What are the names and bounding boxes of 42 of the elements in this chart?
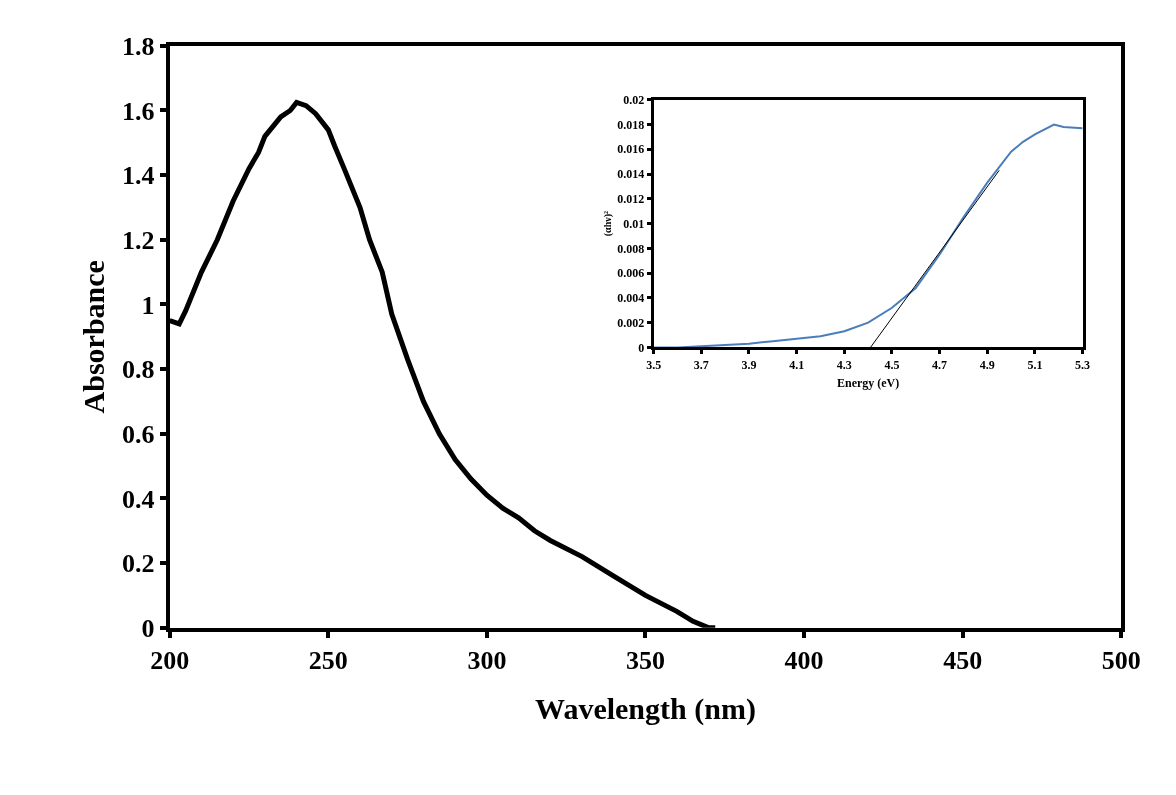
y-tick-label: 0.6 bbox=[122, 419, 155, 449]
y-tick-label: 1.4 bbox=[122, 161, 155, 191]
x-tick-label: 4.9 bbox=[979, 357, 995, 372]
x-tick-label: 300 bbox=[467, 645, 507, 675]
x-tick-label: 4.7 bbox=[932, 357, 948, 372]
y-tick-label: 0.004 bbox=[617, 291, 645, 306]
x-axis-title: Wavelength (nm) bbox=[535, 691, 756, 726]
x-tick-label: 200 bbox=[150, 645, 190, 675]
x-tick-label: 500 bbox=[1101, 645, 1141, 675]
y-tick-label: 1 bbox=[141, 290, 155, 320]
y-tick-label: 0.2 bbox=[122, 549, 155, 579]
y-tick-label: 0.01 bbox=[623, 216, 645, 231]
x-tick-label: 4.1 bbox=[789, 357, 805, 372]
y-tick-label: 0.016 bbox=[617, 142, 645, 157]
x-tick-label: 450 bbox=[943, 645, 983, 675]
x-tick-label: 4.5 bbox=[884, 357, 900, 372]
y-tick-label: 0.008 bbox=[617, 241, 645, 256]
y-tick-label: 1.2 bbox=[122, 225, 155, 255]
y-tick-label: 0.006 bbox=[617, 266, 645, 281]
y-tick-label: 0.012 bbox=[617, 192, 645, 206]
y-tick-label: 0.4 bbox=[122, 484, 155, 514]
x-tick-label: 5.3 bbox=[1075, 357, 1091, 372]
x-tick-label: 400 bbox=[784, 645, 824, 675]
y-tick-label: 1.6 bbox=[122, 96, 155, 126]
y-tick-label: 0 bbox=[638, 340, 645, 355]
x-tick-label: 4.3 bbox=[836, 357, 852, 372]
x-tick-label: 3.9 bbox=[741, 357, 757, 372]
y-axis-title: Absorbance bbox=[76, 260, 110, 414]
x-tick-label: 3.5 bbox=[646, 357, 662, 372]
y-tick-label: 0.018 bbox=[617, 117, 645, 132]
y-axis-title: (αhν)² bbox=[602, 210, 615, 237]
x-tick-label: 3.7 bbox=[693, 357, 709, 372]
y-tick-label: 0.002 bbox=[617, 315, 645, 330]
y-tick-label: 0.014 bbox=[617, 167, 645, 182]
x-tick-label: 5.1 bbox=[1027, 357, 1043, 372]
x-tick-label: 350 bbox=[625, 645, 665, 675]
y-tick-label: 0.02 bbox=[623, 92, 645, 107]
y-tick-label: 0.8 bbox=[122, 355, 155, 385]
y-tick-label: 1.8 bbox=[122, 31, 155, 61]
x-axis-title: Energy (eV) bbox=[836, 375, 900, 390]
x-tick-label: 250 bbox=[308, 645, 348, 675]
y-tick-label: 0 bbox=[141, 613, 155, 643]
